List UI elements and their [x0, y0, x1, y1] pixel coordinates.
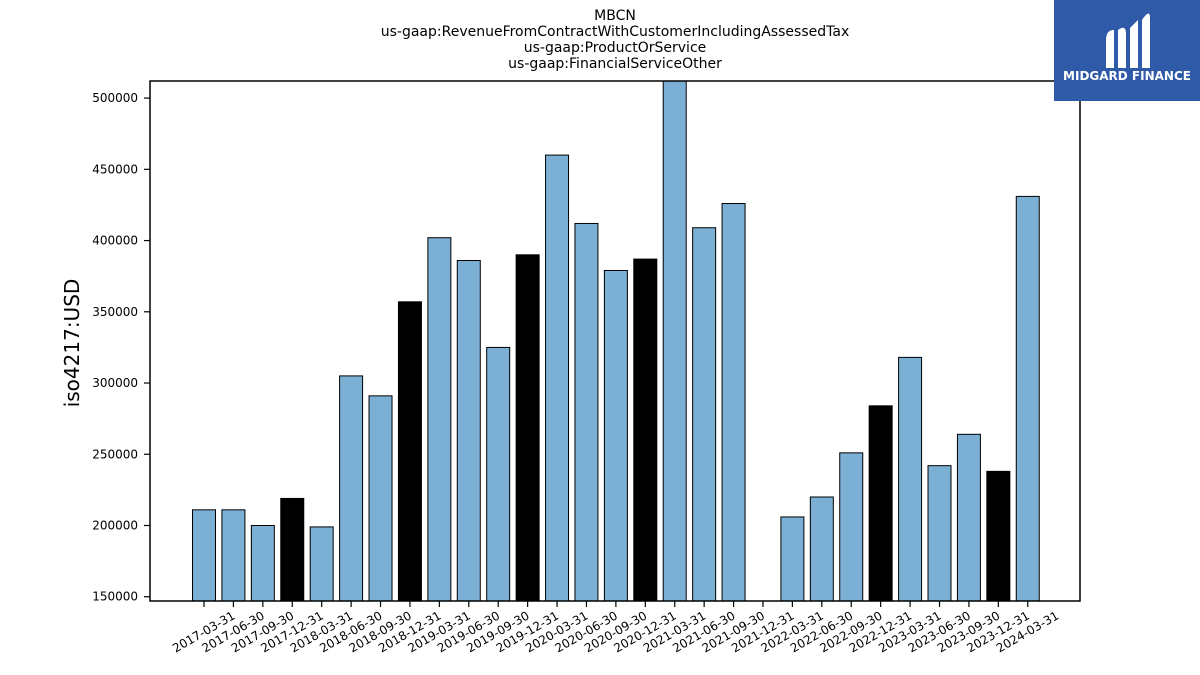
bar-2021-03-31 [662, 80, 687, 602]
bar-2020-09-30 [603, 269, 628, 602]
plot-frame [149, 80, 1081, 602]
bar-2017-03-31 [192, 509, 216, 602]
bar-2017-12-31 [280, 497, 305, 602]
bar-2021-09-30 [721, 203, 746, 602]
x-axis-ticks: 2017-03-312017-06-302017-09-302017-12-31… [170, 601, 1061, 655]
bar-2019-03-31 [427, 237, 452, 602]
chart-title: MBCNus-gaap:RevenueFromContractWithCusto… [381, 8, 850, 72]
bar-2019-12-31 [515, 254, 540, 602]
bar-2022-06-30 [809, 496, 834, 602]
bar-2022-03-31 [780, 516, 805, 602]
company-logo: MIDGARD FINANCE [1054, 0, 1200, 101]
chart-title-line: us-gaap:ProductOrService [524, 40, 707, 56]
y-tick-label: 350000 [92, 305, 138, 319]
bar-2023-12-31 [986, 470, 1011, 602]
y-axis-label: iso4217:USD [60, 279, 84, 408]
bar-2018-06-30 [339, 375, 364, 602]
bar-2018-09-30 [368, 395, 393, 602]
bar-2019-09-30 [486, 346, 511, 602]
chart-title-line: MBCN [594, 8, 636, 24]
bar-2020-06-30 [574, 222, 599, 602]
bar-2023-03-31 [898, 356, 923, 602]
y-tick-label: 200000 [92, 518, 138, 532]
bar-2022-12-31 [868, 405, 893, 602]
bar-2023-06-30 [927, 465, 952, 602]
chart-title-line: us-gaap:RevenueFromContractWithCustomerI… [381, 24, 850, 40]
bar-2017-06-30 [221, 509, 246, 602]
y-tick-label: 450000 [92, 162, 138, 176]
bars [192, 80, 1040, 602]
y-axis-ticks: 150000 200000 250000 300000 350000 400000 4500… [92, 91, 150, 604]
y-tick-label: 300000 [92, 376, 138, 390]
bar-2018-03-31 [309, 526, 334, 602]
bar-2019-06-30 [456, 260, 481, 602]
bar-2018-12-31 [397, 301, 422, 602]
y-tick-label: 250000 [92, 447, 138, 461]
chart-title-line: us-gaap:FinancialServiceOther [508, 56, 722, 72]
y-tick-label: 400000 [92, 234, 138, 248]
bar-2023-09-30 [956, 433, 981, 602]
bar-2020-12-31 [633, 258, 658, 602]
bar-2024-03-31 [1015, 195, 1040, 602]
y-tick-label: 150000 [92, 590, 138, 604]
stylized-M-logo-icon [1106, 13, 1150, 69]
y-tick-label: 500000 [92, 91, 138, 105]
bar-2020-03-31 [545, 154, 570, 602]
bar-2017-09-30 [250, 524, 275, 602]
bar-2021-06-30 [692, 227, 717, 602]
logo-text: MIDGARD FINANCE [1063, 69, 1191, 83]
bar-2022-09-30 [839, 452, 864, 602]
